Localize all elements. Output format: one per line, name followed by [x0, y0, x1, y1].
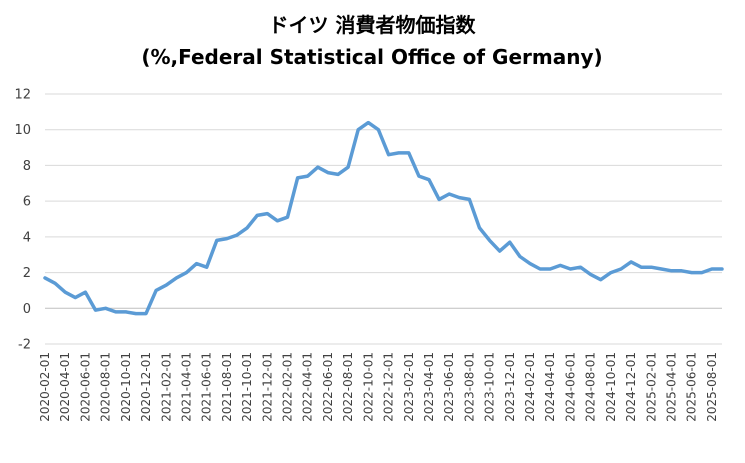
- x-tick-label: 2024-06-01: [563, 352, 577, 422]
- x-tick-label: 2024-02-01: [523, 352, 537, 422]
- x-tick-label: 2021-06-01: [200, 352, 214, 422]
- x-tick-label: 2020-06-01: [78, 352, 92, 422]
- series-layer: [45, 123, 722, 314]
- x-tick-label: 2023-02-01: [402, 352, 416, 422]
- x-tick-label: 2025-06-01: [685, 352, 699, 422]
- x-axis-ticks: 2020-02-01 2020-04-01 2020-06-01 2020-08-01…: [38, 352, 719, 422]
- x-tick-label: 2025-08-01: [705, 352, 719, 422]
- x-tick-label: 2022-12-01: [382, 352, 396, 422]
- x-tick-label: 2025-02-01: [644, 352, 658, 422]
- x-tick-label: 2021-02-01: [159, 352, 173, 422]
- x-tick-label: 2023-06-01: [442, 352, 456, 422]
- chart-title: ドイツ 消費者物価指数: [269, 13, 477, 37]
- x-tick-label: 2024-12-01: [624, 352, 638, 422]
- x-tick-label: 2024-10-01: [604, 352, 618, 422]
- x-tick-label: 2025-04-01: [664, 352, 678, 422]
- y-tick-label: 6: [23, 195, 31, 210]
- y-tick-label: -2: [18, 338, 31, 353]
- series-line: [45, 123, 722, 314]
- x-tick-label: 2021-04-01: [179, 352, 193, 422]
- x-tick-label: 2021-10-01: [240, 352, 254, 422]
- x-tick-label: 2020-04-01: [58, 352, 72, 422]
- x-tick-label: 2024-04-01: [543, 352, 557, 422]
- y-axis-ticks: -2 0 2 4 6 8 10 12: [14, 88, 31, 353]
- gridlines: [45, 94, 722, 344]
- x-tick-label: 2022-10-01: [361, 352, 375, 422]
- y-tick-label: 0: [23, 302, 31, 317]
- x-tick-label: 2024-08-01: [584, 352, 598, 422]
- x-tick-label: 2023-12-01: [503, 352, 517, 422]
- x-tick-label: 2022-02-01: [281, 352, 295, 422]
- x-tick-label: 2020-02-01: [38, 352, 52, 422]
- y-tick-label: 4: [23, 230, 31, 245]
- x-tick-label: 2023-10-01: [483, 352, 497, 422]
- x-tick-label: 2021-12-01: [260, 352, 274, 422]
- x-tick-label: 2023-04-01: [422, 352, 436, 422]
- x-tick-label: 2020-10-01: [119, 352, 133, 422]
- x-tick-label: 2022-04-01: [301, 352, 315, 422]
- y-tick-label: 8: [23, 159, 31, 174]
- y-tick-label: 10: [14, 123, 31, 138]
- x-tick-label: 2021-08-01: [220, 352, 234, 422]
- y-tick-label: 2: [23, 266, 31, 281]
- x-tick-label: 2022-06-01: [321, 352, 335, 422]
- x-tick-label: 2022-08-01: [341, 352, 355, 422]
- x-tick-label: 2020-08-01: [99, 352, 113, 422]
- y-tick-label: 12: [14, 88, 31, 103]
- x-tick-label: 2023-08-01: [462, 352, 476, 422]
- chart-subtitle: (%,Federal Statistical Office of Germany…: [141, 45, 602, 69]
- x-tick-label: 2020-12-01: [139, 352, 153, 422]
